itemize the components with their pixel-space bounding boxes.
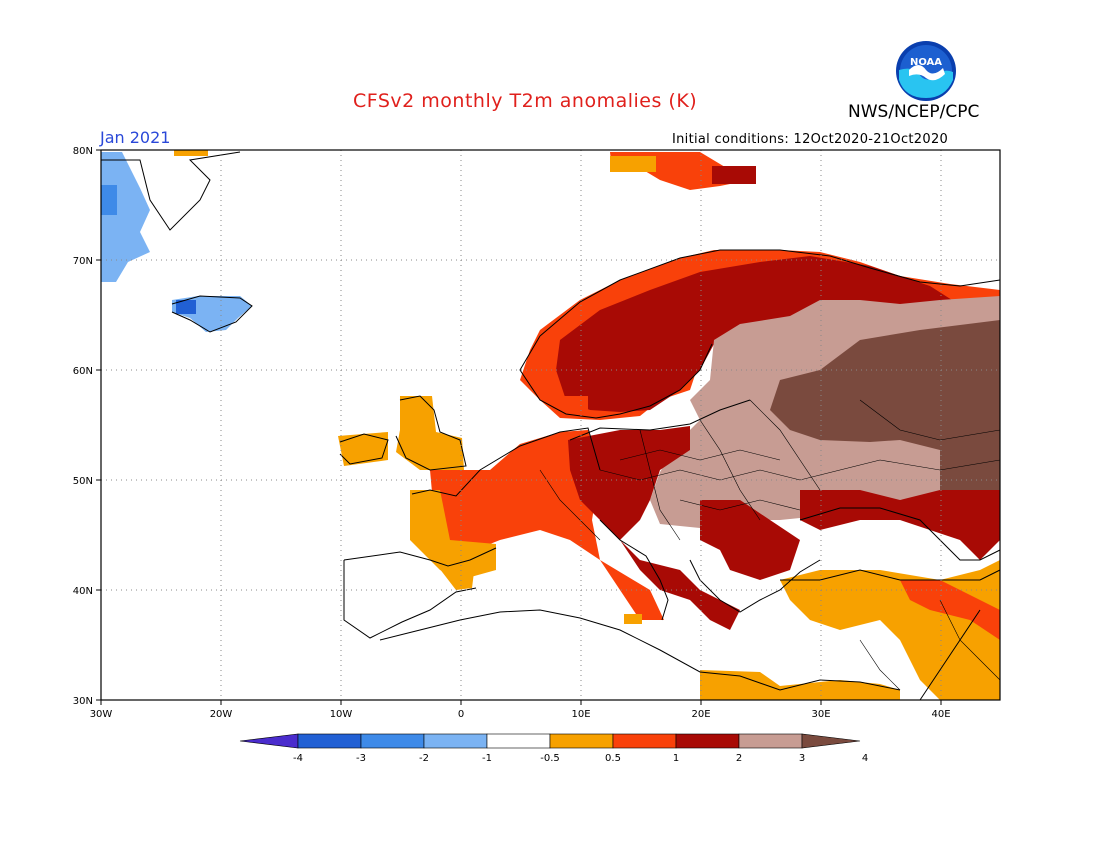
legend-label: 1 bbox=[673, 753, 679, 764]
legend-swatch bbox=[423, 733, 488, 749]
legend-label: 2 bbox=[736, 753, 742, 764]
lon-label: 20E bbox=[691, 709, 710, 720]
legend-swatch bbox=[486, 733, 551, 749]
coastlines bbox=[101, 151, 1001, 701]
legend-label: -2 bbox=[419, 753, 429, 764]
legend-label: 3 bbox=[799, 753, 805, 764]
legend-label: -3 bbox=[356, 753, 366, 764]
lat-label: 30N bbox=[73, 696, 93, 707]
map-frame bbox=[100, 149, 1001, 701]
lon-label: 40E bbox=[931, 709, 950, 720]
lat-label: 40N bbox=[73, 586, 93, 597]
lon-label: 0 bbox=[458, 709, 464, 720]
country-borders bbox=[539, 399, 1001, 691]
lon-label: 10E bbox=[571, 709, 590, 720]
legend-swatch bbox=[675, 733, 740, 749]
legend-label: 4 bbox=[862, 753, 868, 764]
lon-label: 30W bbox=[90, 709, 113, 720]
legend-swatch bbox=[738, 733, 803, 749]
noaa-logo-icon: NOAA bbox=[896, 41, 956, 101]
map-title: CFSv2 monthly T2m anomalies (K) bbox=[353, 90, 698, 112]
lon-label: 10W bbox=[330, 709, 353, 720]
lat-label: 80N bbox=[73, 146, 93, 157]
legend-swatch bbox=[612, 733, 677, 749]
legend-swatch bbox=[297, 733, 362, 749]
lat-label: 70N bbox=[73, 256, 93, 267]
initial-conditions-label: Initial conditions: 12Oct2020-21Oct2020 bbox=[672, 132, 949, 147]
legend-swatch bbox=[549, 733, 614, 749]
lat-label: 50N bbox=[73, 476, 93, 487]
organization-label: NWS/NCEP/CPC bbox=[848, 102, 980, 122]
noaa-logo-text: NOAA bbox=[910, 57, 942, 68]
lon-label: 20W bbox=[210, 709, 233, 720]
legend-swatch bbox=[801, 733, 861, 749]
tick-marks bbox=[96, 149, 942, 705]
longitude-labels: 30W 20W 10W 0 10E 20E 30E 40E bbox=[90, 709, 951, 720]
lon-label: 30E bbox=[811, 709, 830, 720]
gridlines bbox=[101, 150, 1000, 700]
color-legend: -4 -3 -2 -1 -0.5 0.5 1 2 3 4 bbox=[239, 733, 868, 764]
legend-label: -4 bbox=[293, 753, 303, 764]
legend-label: -1 bbox=[482, 753, 492, 764]
legend-label: 0.5 bbox=[605, 753, 621, 764]
lat-label: 60N bbox=[73, 366, 93, 377]
latitude-labels: 80N 70N 60N 50N 40N 30N bbox=[73, 146, 93, 707]
legend-label: -0.5 bbox=[540, 753, 560, 764]
legend-swatch bbox=[360, 733, 425, 749]
legend-swatch bbox=[239, 733, 299, 749]
valid-month-label: Jan 2021 bbox=[100, 128, 171, 147]
anomaly-shading bbox=[101, 150, 1000, 700]
